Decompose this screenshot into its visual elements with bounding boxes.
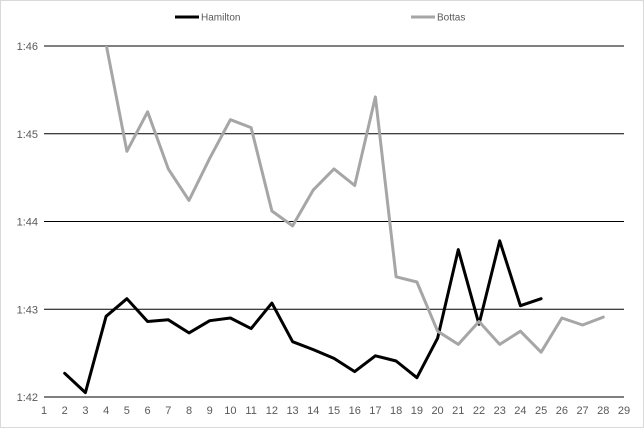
x-axis: 1 2 3 4 5 6 7 8 9 10 11 12 13 14 15 16 17 18 19 20 21 22 23 24 2… — [41, 405, 630, 417]
x-tick-label: 21 — [452, 405, 464, 417]
x-tick-label: 6 — [145, 405, 151, 417]
x-tick-label: 15 — [328, 405, 340, 417]
x-tick-label: 23 — [494, 405, 506, 417]
y-tick-label: 1:43 — [17, 304, 38, 316]
x-tick-label: 5 — [124, 405, 130, 417]
x-tick-label: 10 — [224, 405, 236, 417]
x-tick-label: 3 — [82, 405, 88, 417]
x-tick-label: 9 — [207, 405, 213, 417]
x-tick-label: 19 — [411, 405, 423, 417]
x-tick-label: 22 — [473, 405, 485, 417]
gridlines — [44, 45, 624, 398]
x-tick-label: 17 — [369, 405, 381, 417]
series-lines — [63, 46, 605, 395]
x-tick-label: 12 — [266, 405, 278, 417]
x-tick-label: 20 — [431, 405, 443, 417]
legend: Hamilton Bottas — [175, 13, 465, 24]
x-tick-label: 18 — [390, 405, 402, 417]
y-tick-label: 1:45 — [17, 129, 38, 141]
y-tick-label: 1:44 — [17, 217, 38, 229]
x-tick-label: 29 — [618, 405, 630, 417]
y-tick-label: 1:46 — [17, 41, 38, 53]
legend-label-hamilton: Hamilton — [201, 13, 240, 24]
series-line-bottas — [104, 46, 605, 354]
series-line-hamilton — [63, 239, 543, 395]
x-tick-label: 25 — [535, 405, 547, 417]
x-tick-label: 28 — [597, 405, 609, 417]
x-tick-label: 2 — [62, 405, 68, 417]
x-tick-label: 4 — [103, 405, 109, 417]
x-tick-label: 11 — [245, 405, 256, 417]
x-tick-label: 27 — [576, 405, 588, 417]
x-tick-label: 7 — [165, 405, 171, 417]
x-tick-label: 8 — [186, 405, 192, 417]
y-tick-label: 1:42 — [17, 392, 38, 404]
legend-label-bottas: Bottas — [437, 13, 465, 24]
x-tick-label: 13 — [286, 405, 298, 417]
x-tick-label: 16 — [349, 405, 361, 417]
x-tick-label: 14 — [307, 405, 319, 417]
x-tick-label: 26 — [556, 405, 568, 417]
x-tick-label: 24 — [514, 405, 526, 417]
x-tick-label: 1 — [41, 405, 47, 417]
y-axis: 1:42 1:43 1:44 1:45 1:46 — [17, 41, 38, 404]
